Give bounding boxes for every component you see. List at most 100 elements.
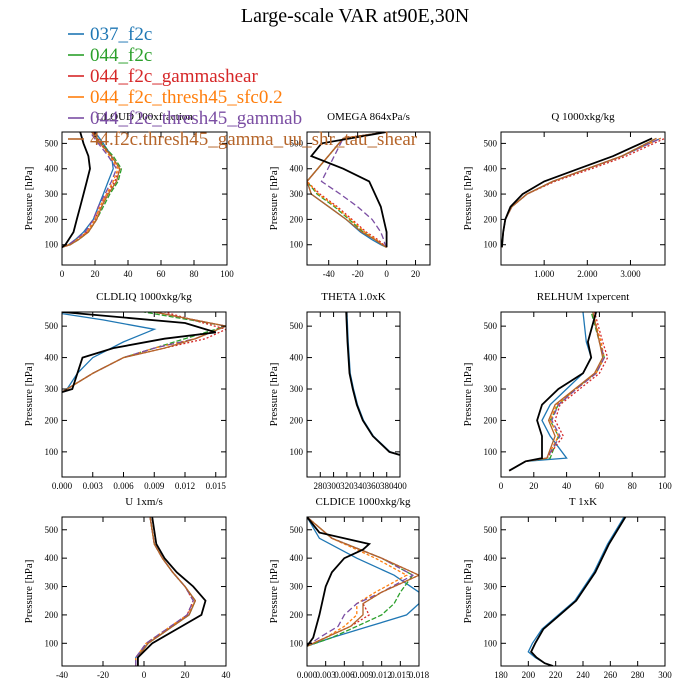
x-tick-label: 20 bbox=[91, 269, 101, 279]
panel-title: RELHUM 1xpercent bbox=[537, 291, 630, 303]
x-tick-label: 0.018 bbox=[409, 670, 430, 680]
x-tick-label: -40 bbox=[56, 670, 68, 680]
plot-frame bbox=[500, 311, 666, 478]
y-tick-label: 500 bbox=[290, 138, 304, 148]
x-tick-label: 0.015 bbox=[390, 670, 411, 680]
series-line-44.f2c.thresh45_gamma_uu_shr_tau_shear bbox=[137, 517, 197, 666]
y-tick-label: 100 bbox=[45, 240, 59, 250]
x-tick-label: 40 bbox=[222, 670, 232, 680]
x-tick-label: 0.006 bbox=[113, 481, 134, 491]
series-line-044_f2c_gammashear bbox=[62, 312, 226, 393]
series-line-black bbox=[530, 517, 627, 666]
y-tick-label: 300 bbox=[45, 189, 59, 199]
x-tick-label: 300 bbox=[327, 481, 341, 491]
y-tick-label: 500 bbox=[45, 321, 59, 331]
series-line-037_f2c bbox=[135, 517, 197, 666]
y-tick-label: 400 bbox=[290, 553, 304, 563]
series-line-44.f2c.thresh45_gamma_uu_shr_tau_shear bbox=[307, 517, 419, 647]
y-tick-label: 100 bbox=[484, 447, 498, 457]
x-tick-label: 100 bbox=[658, 481, 672, 491]
x-tick-label: 200 bbox=[522, 670, 536, 680]
series-line-044_f2c_thresh45_gammab bbox=[135, 517, 194, 666]
series-line-black bbox=[136, 517, 207, 666]
x-tick-label: 0.012 bbox=[175, 481, 195, 491]
x-tick-label: -40 bbox=[323, 269, 335, 279]
y-axis-label: Pressure [hPa] bbox=[23, 167, 35, 231]
x-tick-label: 340 bbox=[353, 481, 367, 491]
legend-entry: 44.f2c.thresh45_gamma_uu_shr_tau_shear bbox=[90, 129, 418, 150]
y-tick-label: 400 bbox=[290, 353, 304, 363]
series-line-black bbox=[501, 137, 653, 248]
y-tick-label: 300 bbox=[484, 384, 498, 394]
series-line-black bbox=[62, 132, 91, 249]
y-axis-label: Pressure [hPa] bbox=[23, 363, 35, 427]
x-tick-label: 0.012 bbox=[372, 670, 392, 680]
series-line-44.f2c.thresh45_gamma_uu_shr_tau_shear bbox=[307, 132, 387, 248]
panel-title: CLDLIQ 1000xkg/kg bbox=[96, 291, 192, 303]
x-tick-label: 280 bbox=[314, 481, 328, 491]
y-tick-label: 400 bbox=[484, 353, 498, 363]
series-line-044_f2c bbox=[62, 312, 226, 393]
panel-title: CLOUD 100xfraction bbox=[96, 111, 193, 123]
figure-title: Large-scale VAR at90E,30N bbox=[241, 5, 469, 27]
y-tick-label: 400 bbox=[45, 353, 59, 363]
y-tick-label: 100 bbox=[290, 447, 304, 457]
x-tick-label: 0.006 bbox=[334, 670, 355, 680]
legend-entry: 044_f2c_thresh45_sfc0.2 bbox=[90, 87, 283, 108]
panel-9: T 1xK Pressure [hPa] 180 200 220 240 260 280 300… bbox=[462, 496, 672, 680]
y-tick-label: 100 bbox=[484, 638, 498, 648]
x-tick-label: 360 bbox=[367, 481, 381, 491]
y-tick-label: 300 bbox=[290, 384, 304, 394]
series-line-037_f2c bbox=[527, 517, 625, 666]
series-line-black bbox=[307, 517, 372, 647]
y-tick-label: 400 bbox=[484, 553, 498, 563]
x-tick-label: 0.003 bbox=[316, 670, 337, 680]
x-tick-label: 300 bbox=[658, 670, 672, 680]
x-tick-label: 20 bbox=[181, 670, 191, 680]
x-tick-label: 400 bbox=[393, 481, 407, 491]
y-tick-label: 100 bbox=[290, 638, 304, 648]
x-tick-label: 0.015 bbox=[206, 481, 227, 491]
x-tick-label: 40 bbox=[124, 269, 134, 279]
series-line-044_f2c_gammashear bbox=[501, 137, 665, 248]
series-line-044_f2c_thresh45_sfc0.2 bbox=[62, 132, 119, 248]
x-tick-label: 1.000 bbox=[534, 269, 555, 279]
panel-title: T 1xK bbox=[569, 496, 597, 508]
y-tick-label: 500 bbox=[45, 525, 59, 535]
y-axis-label: Pressure [hPa] bbox=[462, 560, 474, 624]
panel-title: OMEGA 864xPa/s bbox=[327, 111, 410, 123]
panel-title: CLDICE 1000xkg/kg bbox=[315, 496, 411, 508]
y-axis-label: Pressure [hPa] bbox=[268, 363, 280, 427]
panel-6: RELHUM 1xpercent Pressure [hPa] 0 20 40 60 80 1… bbox=[462, 291, 672, 491]
y-tick-label: 300 bbox=[45, 384, 59, 394]
x-tick-label: 220 bbox=[549, 670, 563, 680]
y-tick-label: 500 bbox=[484, 525, 498, 535]
plot-frame bbox=[500, 131, 666, 266]
y-tick-label: 200 bbox=[45, 610, 59, 620]
y-axis-label: Pressure [hPa] bbox=[462, 363, 474, 427]
x-tick-label: 0 bbox=[384, 269, 389, 279]
y-tick-label: 200 bbox=[290, 610, 304, 620]
series-line-44.f2c.thresh45_gamma_uu_shr_tau_shear bbox=[62, 132, 121, 248]
series-line-044_f2c_thresh45_gammab bbox=[62, 312, 226, 393]
panel-title: THETA 1.0xK bbox=[321, 291, 386, 303]
x-tick-label: 100 bbox=[220, 269, 234, 279]
series-line-037_f2c bbox=[508, 312, 592, 472]
x-tick-label: 2.000 bbox=[577, 269, 598, 279]
y-tick-label: 300 bbox=[484, 582, 498, 592]
y-tick-label: 300 bbox=[290, 189, 304, 199]
y-axis-label: Pressure [hPa] bbox=[268, 560, 280, 624]
legend-entry: 044_f2c_thresh45_gammab bbox=[90, 108, 302, 129]
y-tick-label: 500 bbox=[484, 138, 498, 148]
series-line-044_f2c_thresh45_gammab bbox=[62, 132, 118, 248]
y-tick-label: 100 bbox=[45, 447, 59, 457]
y-axis-label: Pressure [hPa] bbox=[23, 560, 35, 624]
x-tick-label: 40 bbox=[562, 481, 572, 491]
series-line-044_f2c_thresh45_sfc0.2 bbox=[508, 312, 605, 472]
panel-2: OMEGA 864xPa/s Pressure [hPa] -40 -20 0 20 100… bbox=[268, 111, 431, 279]
x-tick-label: 240 bbox=[576, 670, 590, 680]
panel-title: Q 1000xkg/kg bbox=[551, 111, 615, 123]
y-tick-label: 200 bbox=[290, 415, 304, 425]
